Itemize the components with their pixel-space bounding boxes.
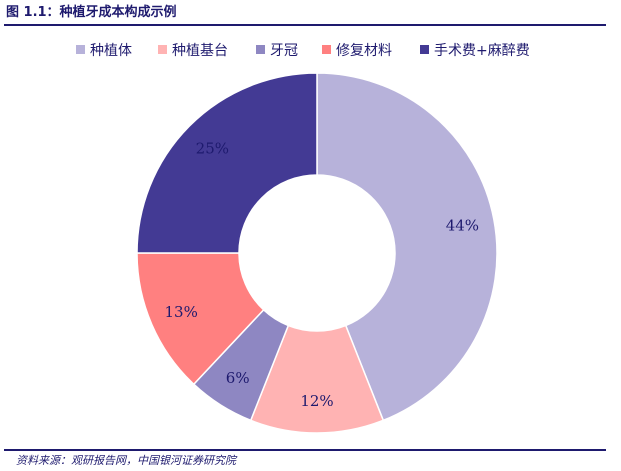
figure-title: 图 1.1：种植牙成本构成示例: [6, 5, 177, 20]
legend-item-1: 种植基台: [158, 42, 228, 59]
chart-slices: [136, 72, 498, 434]
slice-3: [136, 252, 265, 386]
legend-swatch-4: [420, 45, 429, 54]
source-note: 资料来源：观研报告网，中国银河证券研究院: [16, 454, 236, 467]
legend-swatch-0: [76, 45, 85, 54]
legend-item-0: 种植体: [76, 43, 132, 59]
data-label-3: 13%: [165, 303, 198, 321]
chart-data-labels: 44% 12% 6% 13% 25%: [165, 139, 480, 410]
legend-label-4: 手术费+麻醉费: [434, 43, 530, 59]
slice-0: [316, 72, 498, 422]
legend-item-4: 手术费+麻醉费: [420, 43, 530, 59]
data-label-4: 25%: [196, 139, 229, 157]
data-label-1: 12%: [300, 392, 333, 410]
chart-legend: 种植体 种植基台 牙冠 修复材料 手术费+麻醉费: [76, 42, 530, 59]
source-rule: [4, 449, 606, 451]
title-rule: [4, 24, 606, 26]
legend-label-0: 种植体: [90, 43, 132, 59]
slice-1: [249, 324, 385, 434]
donut-chart: 种植体 种植基台 牙冠 修复材料 手术费+麻醉费 44% 12% 6% 13% 25%: [76, 42, 530, 434]
legend-item-3: 修复材料: [322, 42, 392, 59]
slice-4: [136, 72, 318, 254]
data-label-0: 44%: [446, 216, 479, 234]
legend-swatch-2: [256, 45, 265, 54]
legend-label-1: 种植基台: [172, 42, 228, 59]
data-label-2: 6%: [226, 369, 250, 387]
legend-label-3: 修复材料: [336, 42, 392, 59]
legend-swatch-3: [322, 45, 331, 54]
legend-swatch-1: [158, 45, 167, 54]
legend-label-2: 牙冠: [270, 43, 298, 59]
legend-item-2: 牙冠: [256, 43, 298, 59]
